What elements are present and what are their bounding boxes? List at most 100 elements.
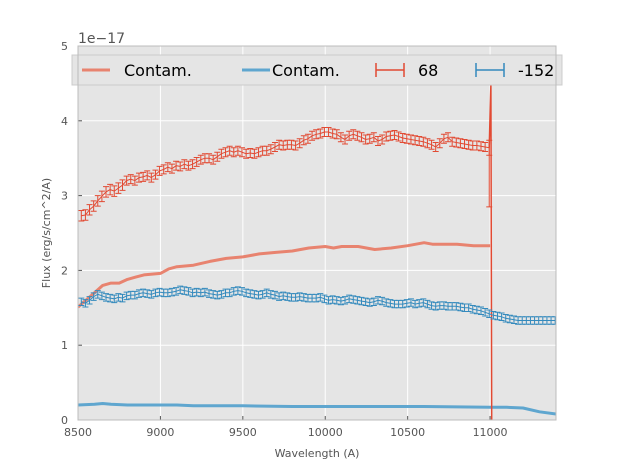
errorbar-68-58 [317, 128, 324, 139]
x-tick-label-4: 10500 [390, 426, 425, 439]
errorbar-minus-152-95 [469, 305, 476, 314]
errorbar-68-51 [288, 139, 295, 150]
errorbar-68-69 [362, 134, 369, 145]
errorbar-minus-152-61 [329, 295, 336, 304]
series-minus-152 [78, 285, 556, 325]
y-tick-label-4: 4 [61, 115, 68, 128]
errorbar-68-90 [449, 136, 456, 147]
errorbar-minus-152-86 [432, 302, 439, 311]
errorbar-minus-152-68 [358, 296, 365, 306]
errorbar-minus-152-85 [428, 301, 435, 310]
legend-label-minus-152: -152 [518, 61, 554, 80]
errorbar-minus-152-6 [103, 293, 110, 302]
errorbar-minus-152-26 [185, 287, 192, 296]
errorbar-68-83 [420, 136, 427, 147]
errorbar-minus-152-14 [135, 289, 142, 298]
x-tick-label-3: 10000 [308, 426, 343, 439]
errorbar-68-61 [329, 128, 336, 139]
errorbar-68-14 [135, 172, 142, 183]
errorbar-minus-152-18 [152, 288, 159, 298]
series-contam-red [78, 241, 491, 309]
errorbar-minus-152-59 [321, 294, 328, 304]
errorbar-minus-152-69 [362, 297, 369, 307]
errorbar-minus-152-79 [403, 299, 410, 308]
errorbar-68-12 [127, 174, 134, 185]
errorbar-minus-152-15 [140, 288, 147, 298]
errorbar-minus-152-50 [284, 292, 291, 301]
plot-frame [77, 45, 557, 421]
errorbar-minus-152-28 [193, 287, 200, 297]
errorbar-68-60 [325, 127, 332, 138]
x-tick-label-2: 9500 [229, 426, 257, 439]
errorbar-minus-152-105 [510, 315, 517, 325]
errorbar-minus-152-3 [90, 292, 97, 301]
errorbar-minus-152-91 [453, 302, 460, 311]
errorbar-minus-152-65 [346, 294, 353, 304]
errorbar-minus-152-73 [379, 296, 386, 306]
errorbar-68-24 [177, 161, 184, 172]
errorbar-68-17 [148, 172, 155, 183]
y-tick-label-2: 2 [61, 264, 68, 277]
errorbar-minus-152-34 [218, 290, 225, 299]
legend-entry-contam-red: Contam. [82, 61, 192, 80]
legend-entry-contam-blue: Contam. [242, 61, 340, 80]
errorbar-minus-152-46 [267, 290, 274, 299]
errorbar-minus-152-45 [263, 288, 270, 298]
errorbar-minus-152-83 [420, 298, 427, 307]
errorbar-minus-152-10 [119, 293, 126, 303]
errorbar-minus-152-70 [366, 298, 373, 307]
errorbar-68-46 [267, 144, 274, 155]
errorbar-minus-152-31 [206, 289, 213, 298]
errorbar-minus-152-78 [399, 299, 406, 309]
series-layer [78, 83, 556, 420]
errorbar-68-32 [210, 154, 217, 165]
x-tick-label-0: 8500 [64, 426, 92, 439]
errorbar-68-74 [383, 131, 390, 142]
errorbar-minus-152-38 [234, 286, 241, 295]
legend-label-contam-blue: Contam. [272, 61, 340, 80]
y-offset-label: 1e−17 [78, 31, 125, 47]
errorbar-68-92 [457, 138, 464, 149]
legend-entry-68: 68 [375, 61, 438, 80]
errorbar-minus-152-63 [337, 296, 344, 306]
errorbar-minus-152-7 [107, 293, 114, 303]
errorbar-minus-152-75 [387, 299, 394, 308]
x-axis-ticks: 8500 9000 9500 10000 10500 11000 [64, 416, 508, 439]
errorbar-minus-152-22 [168, 287, 175, 297]
y-tick-label-5: 5 [61, 40, 68, 53]
errorbar-minus-152-58 [317, 293, 324, 302]
errorbar-minus-152-32 [210, 290, 217, 299]
errorbar-minus-152-4 [94, 290, 101, 299]
errorbar-minus-152-5 [98, 291, 105, 301]
errorbar-minus-152-1 [82, 299, 89, 308]
errorbar-68-3 [90, 200, 97, 212]
errorbar-68-10 [119, 179, 126, 191]
errorbar-68-27 [189, 159, 196, 170]
y-axis-label: Flux (erg/s/cm^2/A) [40, 178, 53, 288]
errorbar-68-28 [193, 156, 200, 167]
errorbar-minus-152-29 [197, 288, 204, 298]
errorbar-68-42 [251, 148, 258, 159]
plot-area [78, 46, 556, 420]
errorbar-minus-152-71 [370, 297, 377, 307]
errorbar-minus-152-60 [325, 296, 332, 305]
errorbar-68-72 [374, 136, 381, 146]
errorbar-68-37 [230, 147, 237, 158]
errorbar-minus-152-42 [251, 290, 258, 299]
errorbar-68-11 [123, 175, 130, 186]
errorbar-68-77 [395, 131, 402, 142]
errorbar-minus-152-25 [181, 286, 188, 295]
errorbar-minus-152-96 [473, 305, 480, 315]
errorbar-minus-152-40 [243, 288, 250, 298]
errorbar-minus-152-2 [86, 296, 93, 305]
errorbar-68-64 [342, 134, 349, 145]
errorbar-68-41 [247, 147, 254, 158]
errorbar-68-67 [354, 130, 361, 141]
errorbar-68-38 [234, 145, 241, 156]
errorbar-68-15 [140, 171, 147, 182]
errorbar-68-2 [86, 204, 93, 216]
errorbar-minus-152-37 [230, 287, 237, 296]
errorbar-68-62 [333, 129, 340, 140]
errorbar-68-91 [453, 137, 460, 148]
